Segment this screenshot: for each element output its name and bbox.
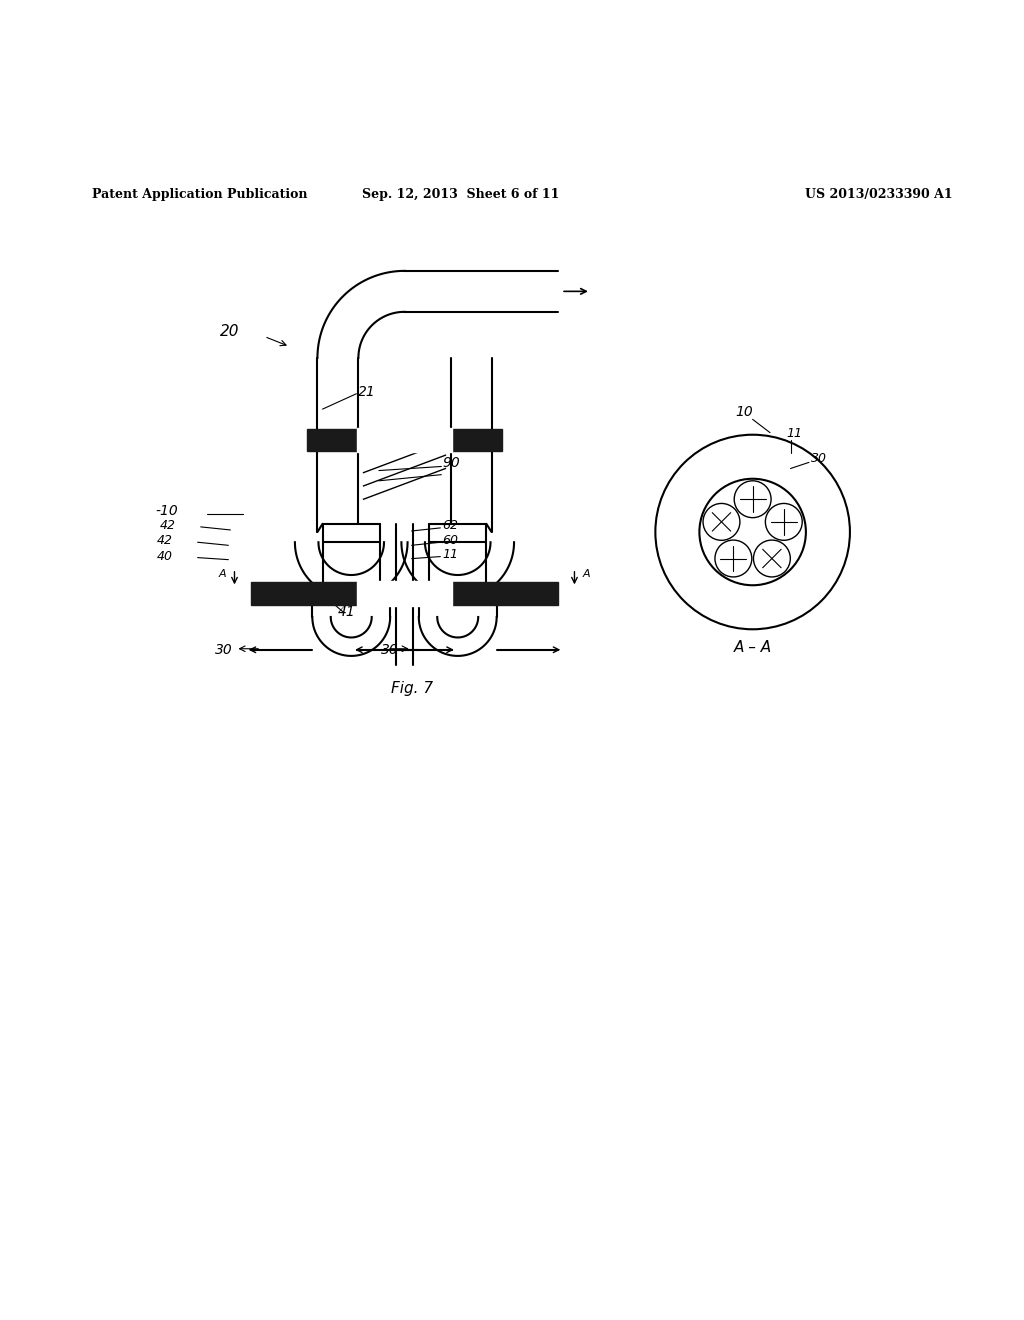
Text: 20: 20: [220, 325, 240, 339]
Text: US 2013/0233390 A1: US 2013/0233390 A1: [805, 187, 952, 201]
Text: 62: 62: [442, 519, 459, 532]
Bar: [251, 582, 558, 605]
Text: A – A: A – A: [733, 640, 772, 655]
Text: A: A: [218, 569, 226, 579]
Text: 10: 10: [735, 405, 753, 420]
Text: 30: 30: [381, 643, 398, 657]
Text: 42: 42: [157, 535, 173, 548]
Text: -10: -10: [156, 504, 178, 517]
Text: Fig. 7: Fig. 7: [391, 681, 433, 696]
Bar: [307, 429, 502, 451]
Text: 30: 30: [215, 643, 232, 657]
Text: 30: 30: [811, 453, 827, 466]
Text: Sep. 12, 2013  Sheet 6 of 11: Sep. 12, 2013 Sheet 6 of 11: [362, 187, 559, 201]
Text: 11: 11: [442, 548, 459, 561]
Text: 40: 40: [157, 549, 173, 562]
Text: 42: 42: [160, 519, 176, 532]
Text: 41: 41: [338, 605, 355, 619]
Text: 90: 90: [442, 457, 460, 470]
Text: 11: 11: [786, 426, 803, 440]
Bar: [357, 581, 452, 606]
Text: 60: 60: [442, 535, 459, 548]
Text: A: A: [583, 569, 591, 579]
Text: 21: 21: [358, 385, 376, 399]
Text: Patent Application Publication: Patent Application Publication: [92, 187, 307, 201]
Bar: [357, 428, 452, 453]
